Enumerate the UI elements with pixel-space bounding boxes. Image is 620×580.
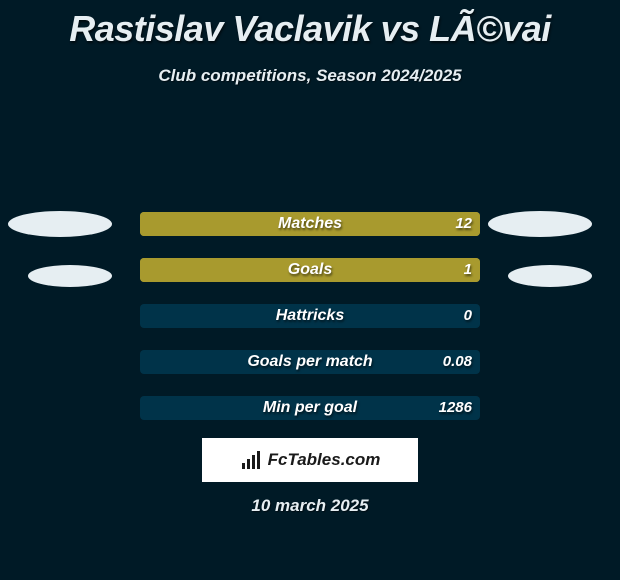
stat-bar-fill (140, 212, 480, 236)
stat-bar: Hattricks0 (140, 304, 480, 328)
left-player-ellipse (28, 265, 112, 287)
stat-bar: Goals1 (140, 258, 480, 282)
stat-value: 1286 (439, 396, 472, 420)
snapshot-date: 10 march 2025 (0, 496, 620, 516)
stat-label: Min per goal (140, 396, 480, 420)
stat-label: Hattricks (140, 304, 480, 328)
stat-bar: Matches12 (140, 212, 480, 236)
stat-label: Goals per match (140, 350, 480, 374)
stat-bar-fill (140, 258, 480, 282)
comparison-title: Rastislav Vaclavik vs LÃ©vai (0, 0, 620, 50)
stat-bar: Min per goal1286 (140, 396, 480, 420)
right-player-ellipse (508, 265, 592, 287)
right-player-ellipse (488, 211, 592, 237)
fctables-logo-text: FcTables.com (268, 450, 381, 470)
stat-value: 0 (464, 304, 472, 328)
stat-bar: Goals per match0.08 (140, 350, 480, 374)
bar-chart-icon (240, 451, 262, 469)
fctables-logo: FcTables.com (202, 438, 418, 482)
comparison-subtitle: Club competitions, Season 2024/2025 (0, 66, 620, 86)
stat-value: 0.08 (443, 350, 472, 374)
left-player-ellipse (8, 211, 112, 237)
